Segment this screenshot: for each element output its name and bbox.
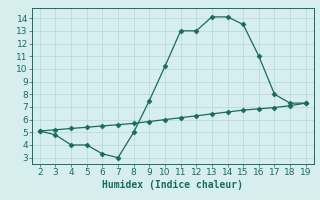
X-axis label: Humidex (Indice chaleur): Humidex (Indice chaleur) <box>102 180 243 190</box>
